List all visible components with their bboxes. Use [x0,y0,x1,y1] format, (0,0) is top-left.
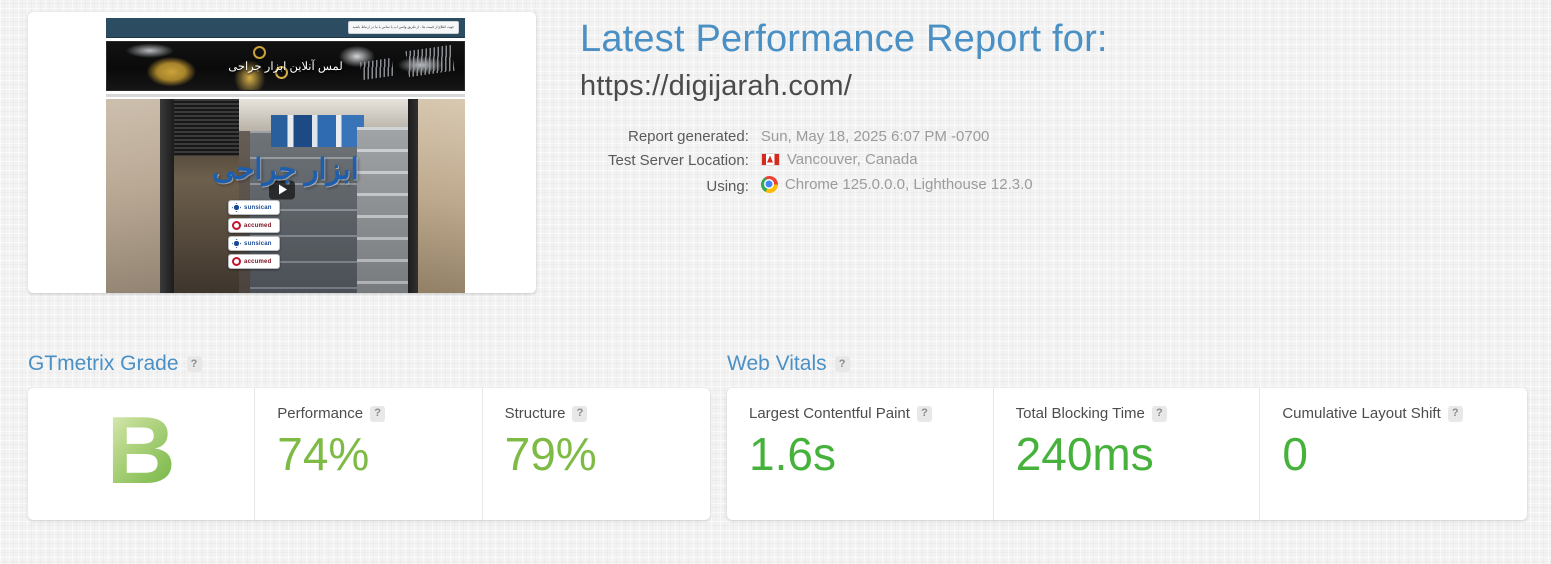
cls-value: 0 [1282,428,1308,480]
meta-value-report-generated: Sun, May 18, 2025 6:07 PM -0700 [761,125,1033,148]
table-row: Using: Chrome 125.0.0.0, Lighthouse 12.3… [608,173,1033,200]
play-triangle-icon [278,184,287,195]
lcp-value: 1.6s [749,428,836,480]
list-item: accumed [228,254,281,269]
web-vitals-section: Web Vitals ? Largest Contentful Paint ? … [727,352,1527,520]
meta-value-using: Chrome 125.0.0.0, Lighthouse 12.3.0 [760,173,1033,200]
performance-label-row: Performance ? [277,405,459,422]
using-value: Chrome 125.0.0.0, Lighthouse 12.3.0 [784,175,1033,193]
section-title-label: GTmetrix Grade [28,352,179,375]
report-heading-block: Latest Performance Report for: https://d… [580,18,1480,200]
instrument-icon [405,44,455,77]
site-topbar-notice: جهت اطلاع از قیمت ها ، از طریق واتس اپ ی… [347,21,459,34]
meta-value-test-server-location: Vancouver, Canada [760,148,1033,173]
table-row: Test Server Location: Vancouver, Canada [608,148,1033,173]
brand-name: sunsican [244,204,272,211]
total-blocking-time-cell: Total Blocking Time ? 240ms [994,388,1261,520]
structure-value: 79% [504,428,597,480]
meta-label-test-server-location: Test Server Location: [608,151,749,169]
lcp-label: Largest Contentful Paint [749,405,910,422]
web-vitals-title: Web Vitals ? [727,352,1527,376]
accumed-logo-icon [232,221,242,230]
brand-badge-list: sunsican accumed sunsican accumed [228,200,281,269]
help-icon[interactable]: ? [1151,405,1167,422]
structure-label: Structure [504,405,566,422]
meta-label-using: Using: [706,177,749,195]
table-row: Report generated: Sun, May 18, 2025 6:07… [608,125,1033,148]
help-icon[interactable]: ? [916,405,932,422]
sunsican-logo-icon [232,239,242,248]
photo-wall-left [106,99,164,293]
grade-letter: B [106,397,176,504]
largest-contentful-paint-cell: Largest Contentful Paint ? 1.6s [727,388,994,520]
brand-name: accumed [244,222,272,229]
help-icon[interactable]: ? [572,405,588,422]
tbt-value: 240ms [1015,428,1154,480]
site-thumbnail-card[interactable]: جهت اطلاع از قیمت ها ، از طریق واتس اپ ی… [28,12,536,293]
sunsican-logo-icon [232,203,242,212]
section-title-label: Web Vitals [727,352,827,375]
help-icon[interactable]: ? [834,356,850,372]
lcp-label-row: Largest Contentful Paint ? [749,405,971,422]
structure-label-row: Structure ? [505,405,688,422]
scissors-icon [274,66,288,79]
web-vitals-panel: Largest Contentful Paint ? 1.6s Total Bl… [727,388,1527,520]
gtmetrix-grade-section: GTmetrix Grade ? B Performance ? 74% Str… [28,352,710,520]
report-metadata-table: Report generated: Sun, May 18, 2025 6:07… [608,125,1033,200]
help-icon[interactable]: ? [1447,405,1463,422]
list-item: accumed [228,218,281,233]
tbt-label: Total Blocking Time [1015,405,1145,422]
play-button-icon[interactable] [268,180,295,200]
gtmetrix-grade-panel: B Performance ? 74% Structure ? 79% [28,388,710,520]
help-icon[interactable]: ? [370,405,386,422]
list-item: sunsican [228,200,281,215]
cls-label-row: Cumulative Layout Shift ? [1282,405,1505,422]
site-topbar: جهت اطلاع از قیمت ها ، از طریق واتس اپ ی… [106,18,465,38]
performance-value: 74% [277,428,370,480]
photo-door-frame-left [159,99,175,293]
site-thumbnail-image: جهت اطلاع از قیمت ها ، از طریق واتس اپ ی… [106,18,465,293]
page-title: Latest Performance Report for: [580,18,1108,60]
canada-flag-icon [760,152,780,166]
meta-label-report-generated: Report generated: [627,127,749,145]
performance-label: Performance [277,405,364,422]
instrument-icon [359,58,394,81]
brand-name: sunsican [244,240,272,247]
photo-shutter [174,99,239,156]
list-item: sunsican [228,236,281,251]
site-divider [106,94,465,97]
site-banner: لمس آنلاین ابزار جراحی [106,41,465,91]
structure-cell: Structure ? 79% [483,388,710,520]
performance-cell: Performance ? 74% [255,388,483,520]
cumulative-layout-shift-cell: Cumulative Layout Shift ? 0 [1260,388,1527,520]
tbt-label-row: Total Blocking Time ? [1016,405,1238,422]
cls-label: Cumulative Layout Shift [1282,405,1441,422]
accumed-logo-icon [232,257,242,266]
report-generated-value: Sun, May 18, 2025 6:07 PM -0700 [760,127,990,145]
chrome-icon [760,175,778,193]
photo-wall-right [418,99,465,293]
help-icon[interactable]: ? [186,356,202,372]
brand-name: accumed [244,258,272,265]
report-header-row: جهت اطلاع از قیمت ها ، از طریق واتس اپ ی… [0,0,1551,320]
scissors-icon [253,45,267,59]
test-server-location-value: Vancouver, Canada [786,150,918,168]
report-url[interactable]: https://digijarah.com/ [580,69,852,102]
photo-display-rack [357,127,408,293]
site-banner-text: لمس آنلاین ابزار جراحی [228,61,343,73]
site-storefront-photo: ابزار جراحی sunsican accumed [106,99,465,293]
gtmetrix-grade-title: GTmetrix Grade ? [28,352,710,376]
photo-overlay-text: ابزار جراحی [212,153,359,186]
photo-product-boxes [271,115,365,148]
grade-cell: B [28,388,256,520]
photo-door-frame-right [407,99,422,293]
